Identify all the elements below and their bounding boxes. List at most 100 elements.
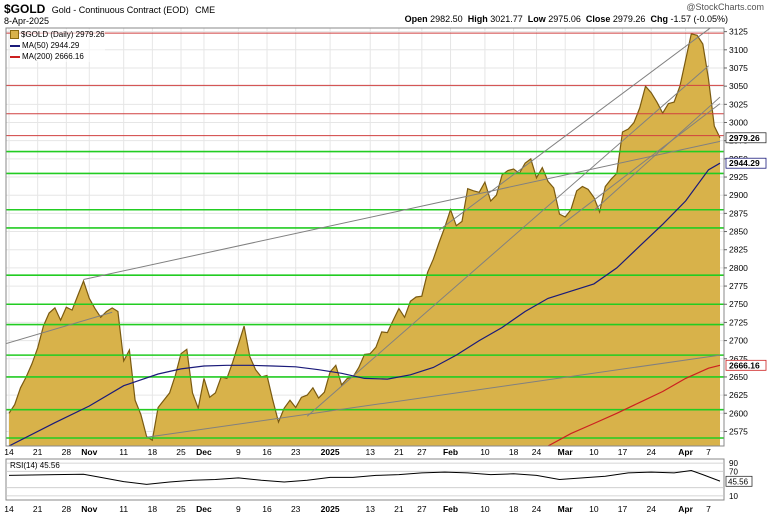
rsi-x-label: 28 xyxy=(62,504,72,514)
x-tick-label: 27 xyxy=(417,447,427,457)
x-tick-label: 10 xyxy=(589,447,599,457)
y-tick-label: 3125 xyxy=(729,27,748,37)
x-tick-label: 21 xyxy=(33,447,43,457)
price-area xyxy=(8,33,721,446)
x-tick-label: Dec xyxy=(196,447,212,457)
rsi-x-label: 24 xyxy=(646,504,656,514)
legend-ma50: MA(50) 2944.29 xyxy=(10,40,105,51)
ma200-swatch-icon xyxy=(10,55,20,58)
rsi-x-label: 21 xyxy=(394,504,404,514)
x-tick-label: 23 xyxy=(291,447,301,457)
y-tick-label: 3025 xyxy=(729,99,748,109)
rsi-line xyxy=(8,469,721,485)
y-tick-label: 3000 xyxy=(729,118,748,128)
y-tick-label: 2825 xyxy=(729,245,748,255)
price-fill xyxy=(9,33,721,446)
open-label: Open xyxy=(404,14,428,24)
y-tick-label: 3050 xyxy=(729,81,748,91)
rsi-x-label: 17 xyxy=(618,504,628,514)
rsi-x-label: Feb xyxy=(443,504,458,514)
ma200-tag: 2666.16 xyxy=(729,360,760,370)
rsi-label: RSI(14) 45.56 xyxy=(10,461,60,470)
open-value: 2982.50 xyxy=(430,14,463,24)
high-value: 3021.77 xyxy=(490,14,523,24)
legend-price-label: $GOLD (Daily) 2979.26 xyxy=(21,30,105,39)
ma50-line xyxy=(8,162,721,446)
ma50-tag-box xyxy=(725,157,767,169)
close-label: Close xyxy=(585,14,611,24)
rsi-x-label: 7 xyxy=(706,504,711,514)
x-tick-label: Nov xyxy=(81,447,97,457)
ma50-swatch-icon xyxy=(10,44,20,47)
rsi-x-label: Nov xyxy=(81,504,97,514)
chart-date: 8-Apr-2025 xyxy=(4,16,50,26)
x-tick-label: 10 xyxy=(480,447,490,457)
chg-label: Chg xyxy=(650,14,668,24)
legend: $GOLD (Daily) 2979.26 MA(50) 2944.29 MA(… xyxy=(10,29,105,62)
rsi-x-label: 21 xyxy=(33,504,43,514)
rsi-x-label: 27 xyxy=(417,504,427,514)
legend-ma50-label: MA(50) 2944.29 xyxy=(22,41,80,50)
close-value: 2979.26 xyxy=(612,14,646,24)
rsi-x-label: 10 xyxy=(480,504,490,514)
chg-value: -1.57 (-0.05%) xyxy=(670,14,728,24)
rsi-x-label: 18 xyxy=(148,504,158,514)
y-tick-label: 2725 xyxy=(729,317,748,327)
watermark: @StockCharts.com xyxy=(686,2,764,12)
x-tick-label: 18 xyxy=(509,447,519,457)
rsi-x-label: Mar xyxy=(558,504,574,514)
low-value: 2975.06 xyxy=(548,14,581,24)
axes: 2575260026252650267527002725275027752800… xyxy=(4,27,767,514)
symbol: $GOLD xyxy=(4,2,46,16)
x-tick-label: 25 xyxy=(176,447,186,457)
low-label: Low xyxy=(527,14,546,24)
trendline xyxy=(306,65,709,417)
y-tick-label: 2800 xyxy=(729,263,748,273)
x-tick-label: 7 xyxy=(706,447,711,457)
y-tick-label: 2625 xyxy=(729,390,748,400)
ma200-tag-box xyxy=(725,359,767,371)
x-tick-label: 18 xyxy=(148,447,158,457)
rsi-x-label: 11 xyxy=(119,504,128,514)
y-tick-label: 2575 xyxy=(729,426,748,436)
y-tick-label: 2600 xyxy=(729,408,748,418)
y-tick-label: 2925 xyxy=(729,172,748,182)
moving-averages xyxy=(8,162,721,446)
rsi-x-label: Dec xyxy=(196,504,212,514)
y-tick-label: 2850 xyxy=(729,227,748,237)
level-lines xyxy=(6,32,724,439)
trendline xyxy=(83,140,721,281)
rsi-x-label: 25 xyxy=(176,504,186,514)
x-tick-label: 9 xyxy=(236,447,241,457)
x-tick-label: 24 xyxy=(646,447,656,457)
x-tick-label: 13 xyxy=(366,447,376,457)
legend-ma200-label: MA(200) 2666.16 xyxy=(22,52,84,61)
trendline xyxy=(559,103,721,227)
rsi-x-label: Apr xyxy=(678,504,693,514)
chart-header: $GOLD Gold - Continuous Contract (EOD) C… xyxy=(0,0,768,28)
x-tick-label: Feb xyxy=(443,447,458,457)
legend-ma200: MA(200) 2666.16 xyxy=(10,51,105,62)
close-tag: 2979.26 xyxy=(729,133,760,143)
rsi-value-label: 45.56 xyxy=(728,477,749,486)
x-tick-label: Apr xyxy=(678,447,693,457)
rsi-x-label: 10 xyxy=(589,504,599,514)
ma200-line xyxy=(547,364,721,446)
trendline xyxy=(146,354,721,438)
x-tick-label: 2025 xyxy=(321,447,340,457)
x-tick-label: 24 xyxy=(532,447,542,457)
x-tick-label: 21 xyxy=(394,447,404,457)
trendline xyxy=(593,96,721,211)
rsi-tick-label: 90 xyxy=(729,459,738,468)
rsi-x-label: 16 xyxy=(262,504,272,514)
x-tick-label: 14 xyxy=(4,447,14,457)
high-label: High xyxy=(467,14,488,24)
exchange: CME xyxy=(195,5,216,15)
y-tick-label: 2750 xyxy=(729,299,748,309)
rsi-x-label: 23 xyxy=(291,504,301,514)
y-tick-label: 2675 xyxy=(729,354,748,364)
instrument-description: Gold - Continuous Contract (EOD) xyxy=(51,5,189,15)
rsi-x-label: 14 xyxy=(4,504,14,514)
y-tick-label: 2900 xyxy=(729,190,748,200)
